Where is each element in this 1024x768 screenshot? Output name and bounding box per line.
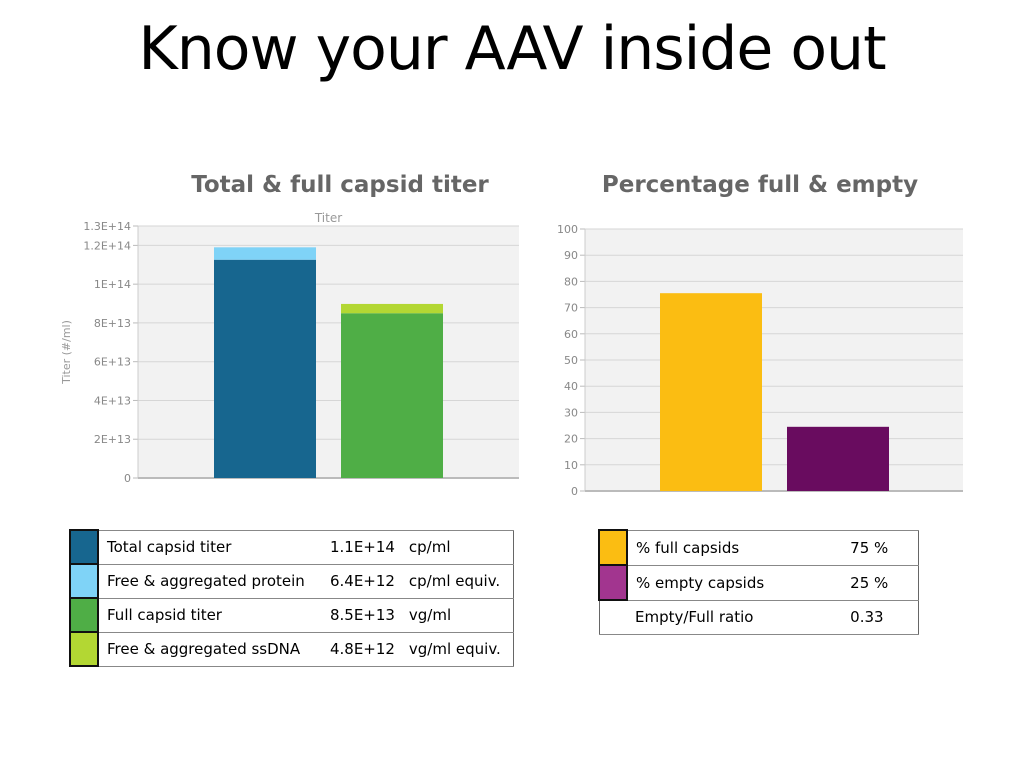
legend-value: 8.5E+13 [325,597,405,633]
bar [787,426,889,491]
y-tick-label: 2E+13 [94,433,131,446]
table-row: Total capsid titer 1.1E+14 cp/ml [69,529,514,565]
legend-value: 6.4E+12 [325,563,405,599]
legend-unit: cp/ml equiv. [404,563,514,599]
legend-unit: cp/ml [404,529,514,565]
y-tick-label: 70 [564,302,578,315]
chart-inner-title: Titer [314,211,342,225]
legend-value: 0.33 [846,599,919,635]
table-row: % empty capsids 25 % [598,564,919,601]
percentage-legend-table: % full capsids 75 % % empty capsids 25 %… [598,529,919,635]
legend-swatch-empty [599,599,627,635]
left-chart-heading: Total & full capsid titer [191,172,489,198]
y-tick-label: 20 [564,433,578,446]
y-tick-label: 10 [564,459,578,472]
plot-area [138,226,519,478]
right-chart-heading: Percentage full & empty [601,172,919,198]
legend-label: Free & aggregated ssDNA [98,631,326,667]
legend-label: Free & aggregated protein [98,563,326,599]
bar-segment [214,247,316,260]
legend-label: Empty/Full ratio [627,599,847,635]
legend-value: 75 % [846,529,919,566]
bar-segment [214,259,316,478]
legend-label: % empty capsids [627,564,847,601]
titer-legend-table: Total capsid titer 1.1E+14 cp/ml Free & … [69,529,514,667]
table-row: Empty/Full ratio 0.33 [599,599,919,635]
y-tick-label: 1.2E+14 [83,239,131,252]
slide-title: Know your AAV inside out [138,14,886,84]
table-row: Free & aggregated ssDNA 4.8E+12 vg/ml eq… [69,631,514,667]
legend-swatch [69,563,99,599]
bar-segment [341,303,443,314]
y-tick-label: 1E+14 [94,278,131,291]
y-tick-label: 40 [564,380,578,393]
y-tick-label: 90 [564,249,578,262]
legend-value: 1.1E+14 [325,529,405,565]
table-row: % full capsids 75 % [598,529,919,566]
legend-swatch [598,529,628,566]
legend-label: Total capsid titer [98,529,326,565]
table-row: Free & aggregated protein 6.4E+12 cp/ml … [69,563,514,599]
legend-value: 4.8E+12 [325,631,405,667]
y-tick-label: 100 [557,223,578,236]
legend-label: Full capsid titer [98,597,326,633]
legend-swatch [598,564,628,601]
y-tick-label: 60 [564,328,578,341]
legend-value: 25 % [846,564,919,601]
y-tick-label: 80 [564,275,578,288]
y-tick-label: 4E+13 [94,394,131,407]
y-tick-label: 30 [564,406,578,419]
legend-unit: vg/ml equiv. [404,631,514,667]
y-axis-label: Titer (#/ml) [60,320,73,385]
table-row: Full capsid titer 8.5E+13 vg/ml [69,597,514,633]
legend-swatch [69,529,99,565]
y-tick-label: 0 [571,485,578,498]
y-tick-label: 6E+13 [94,356,131,369]
legend-swatch [69,631,99,667]
y-tick-label: 1.3E+14 [83,220,131,233]
legend-label: % full capsids [627,529,847,566]
y-tick-label: 0 [124,472,131,485]
bar [660,293,762,491]
legend-swatch [69,597,99,633]
legend-unit: vg/ml [404,597,514,633]
y-tick-label: 8E+13 [94,317,131,330]
y-tick-label: 50 [564,354,578,367]
bar-segment [341,313,443,478]
